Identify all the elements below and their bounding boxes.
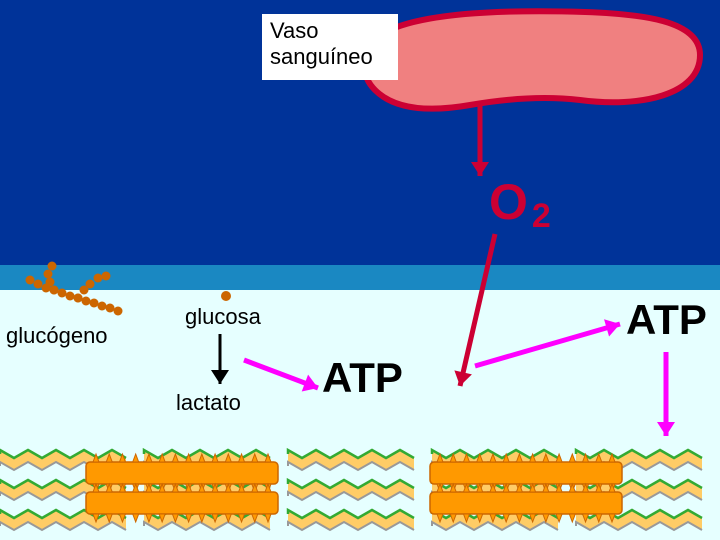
glucosa-label: glucosa bbox=[185, 304, 261, 330]
blood-vessel-label: Vaso sanguíneo bbox=[262, 14, 398, 80]
diagram-canvas bbox=[0, 0, 720, 540]
atp-right-label: ATP bbox=[626, 296, 707, 344]
atp-left-label: ATP bbox=[322, 354, 403, 402]
glucogeno-label: glucógeno bbox=[6, 323, 108, 349]
o2-label: O2 bbox=[489, 173, 551, 231]
lactato-label: lactato bbox=[176, 390, 241, 416]
